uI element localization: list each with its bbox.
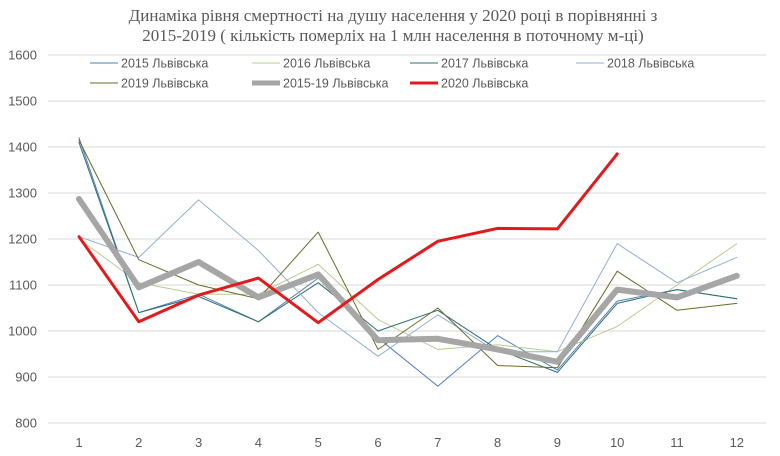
series-line-5 xyxy=(76,196,740,365)
series-line-6 xyxy=(77,152,619,325)
legend-item-6: 2020 Львівська xyxy=(410,77,528,91)
series-layer xyxy=(76,137,740,387)
x-tick-label: 12 xyxy=(730,435,744,450)
legend-item-2: 2017 Львівська xyxy=(410,57,528,71)
series-line-4 xyxy=(78,139,738,369)
chart-title: Динаміка рівня смертності на душу населе… xyxy=(129,6,658,45)
series-line-3 xyxy=(78,199,738,357)
legend-item-3: 2018 Львівська xyxy=(576,57,694,71)
legend-label: 2019 Львівська xyxy=(121,77,208,91)
y-tick-label: 1500 xyxy=(8,94,37,109)
legend-item-0: 2015 Львівська xyxy=(90,57,208,71)
x-tick-label: 2 xyxy=(135,435,142,450)
x-tick-label: 11 xyxy=(670,435,684,450)
legend-label: 2018 Львівська xyxy=(607,57,694,71)
legend-label: 2015 Львівська xyxy=(121,57,208,71)
legend-item-4: 2019 Львівська xyxy=(90,77,208,91)
y-tick-label: 1100 xyxy=(9,278,37,293)
y-tick-label: 1400 xyxy=(8,140,37,155)
y-tick-label: 900 xyxy=(15,370,37,385)
legend-label: 2016 Львівська xyxy=(283,57,370,71)
series-line-0 xyxy=(78,137,738,387)
chart-title-line-1: Динаміка рівня смертності на душу населе… xyxy=(129,6,658,25)
y-tick-label: 1300 xyxy=(8,186,37,201)
legend-label: 2015-19 Львівська xyxy=(283,77,388,91)
legend-label: 2017 Львівська xyxy=(441,57,528,71)
x-tick-label: 9 xyxy=(554,435,561,450)
x-axis: 1 2 3 4 5 6 7 8 9 10 11 12 xyxy=(75,435,744,450)
legend-label: 2020 Львівська xyxy=(441,77,528,91)
x-tick-label: 5 xyxy=(315,435,322,450)
y-tick-label: 1000 xyxy=(8,324,37,339)
legend-item-5: 2015-19 Львівська xyxy=(252,77,388,91)
gridlines xyxy=(48,54,766,424)
x-tick-label: 3 xyxy=(195,435,202,450)
y-tick-label: 1200 xyxy=(8,232,37,247)
y-axis: 800 900 1000 1100 1200 1300 1400 1500 1600 xyxy=(8,48,37,431)
y-tick-label: 800 xyxy=(15,416,37,431)
y-tick-label: 1600 xyxy=(8,48,37,63)
x-tick-label: 8 xyxy=(494,435,501,450)
x-tick-label: 7 xyxy=(434,435,441,450)
x-tick-label: 10 xyxy=(610,435,624,450)
legend: 2015 Львівська 2016 Львівська 2017 Львівсь… xyxy=(90,57,694,91)
x-tick-label: 6 xyxy=(374,435,381,450)
x-tick-label: 1 xyxy=(75,435,82,450)
x-tick-label: 4 xyxy=(255,435,262,450)
series-line-1 xyxy=(78,238,738,353)
legend-item-1: 2016 Львівська xyxy=(252,57,370,71)
chart-title-line-2: 2015-2019 ( кількість померліх на 1 млн … xyxy=(142,26,643,45)
